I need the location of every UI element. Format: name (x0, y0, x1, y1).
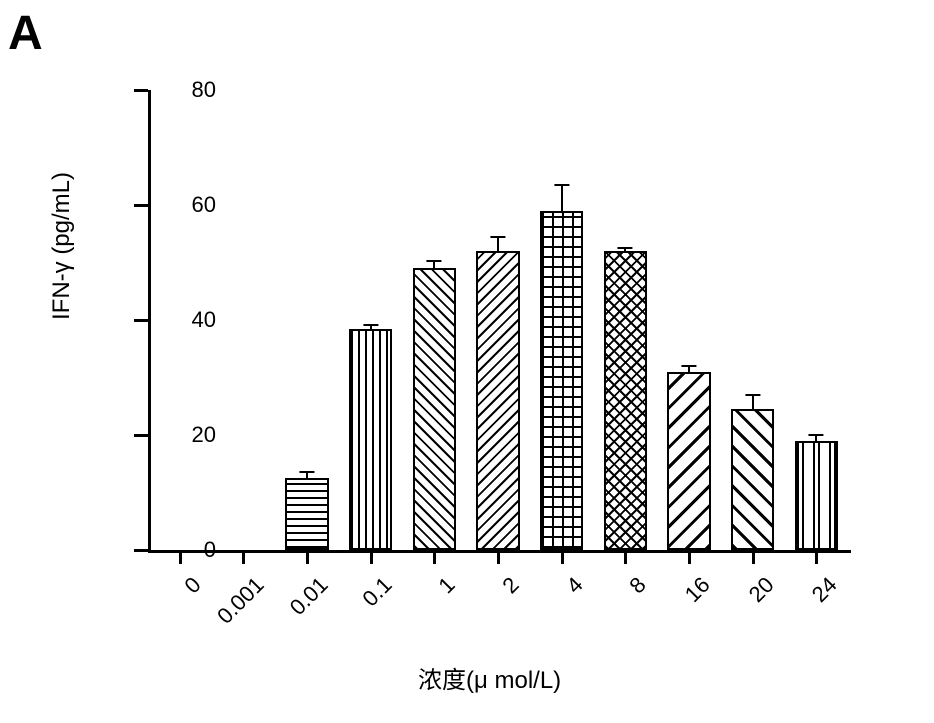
panel-label: A (8, 6, 43, 61)
y-tick (134, 549, 148, 552)
y-tick (134, 204, 148, 207)
x-tick (242, 550, 245, 564)
y-tick (134, 319, 148, 322)
x-tick (561, 550, 564, 564)
error-bar (285, 472, 328, 550)
x-tick (624, 550, 627, 564)
y-tick-label: 20 (192, 422, 216, 448)
error-bar (604, 248, 647, 550)
x-tick (688, 550, 691, 564)
y-tick-label: 80 (192, 77, 216, 103)
error-bar (413, 261, 456, 550)
error-bar (540, 185, 583, 550)
y-tick (134, 434, 148, 437)
y-tick-label: 40 (192, 307, 216, 333)
y-tick-label: 0 (204, 537, 216, 563)
x-tick (815, 550, 818, 564)
x-tick (179, 550, 182, 564)
bar-chart (148, 90, 848, 550)
y-tick (134, 89, 148, 92)
error-bar (349, 325, 392, 550)
figure-wrap: A IFN-γ (pg/mL) 浓度(μ mol/L) 02040608000.… (0, 0, 934, 723)
error-bar (667, 366, 710, 550)
x-tick (370, 550, 373, 564)
x-tick (433, 550, 436, 564)
error-bar (476, 237, 519, 550)
error-bar (731, 395, 774, 550)
error-bar (795, 435, 838, 550)
x-tick (306, 550, 309, 564)
x-tick (497, 550, 500, 564)
y-axis-title: IFN-γ (pg/mL) (48, 172, 76, 320)
x-tick (752, 550, 755, 564)
y-tick-label: 60 (192, 192, 216, 218)
